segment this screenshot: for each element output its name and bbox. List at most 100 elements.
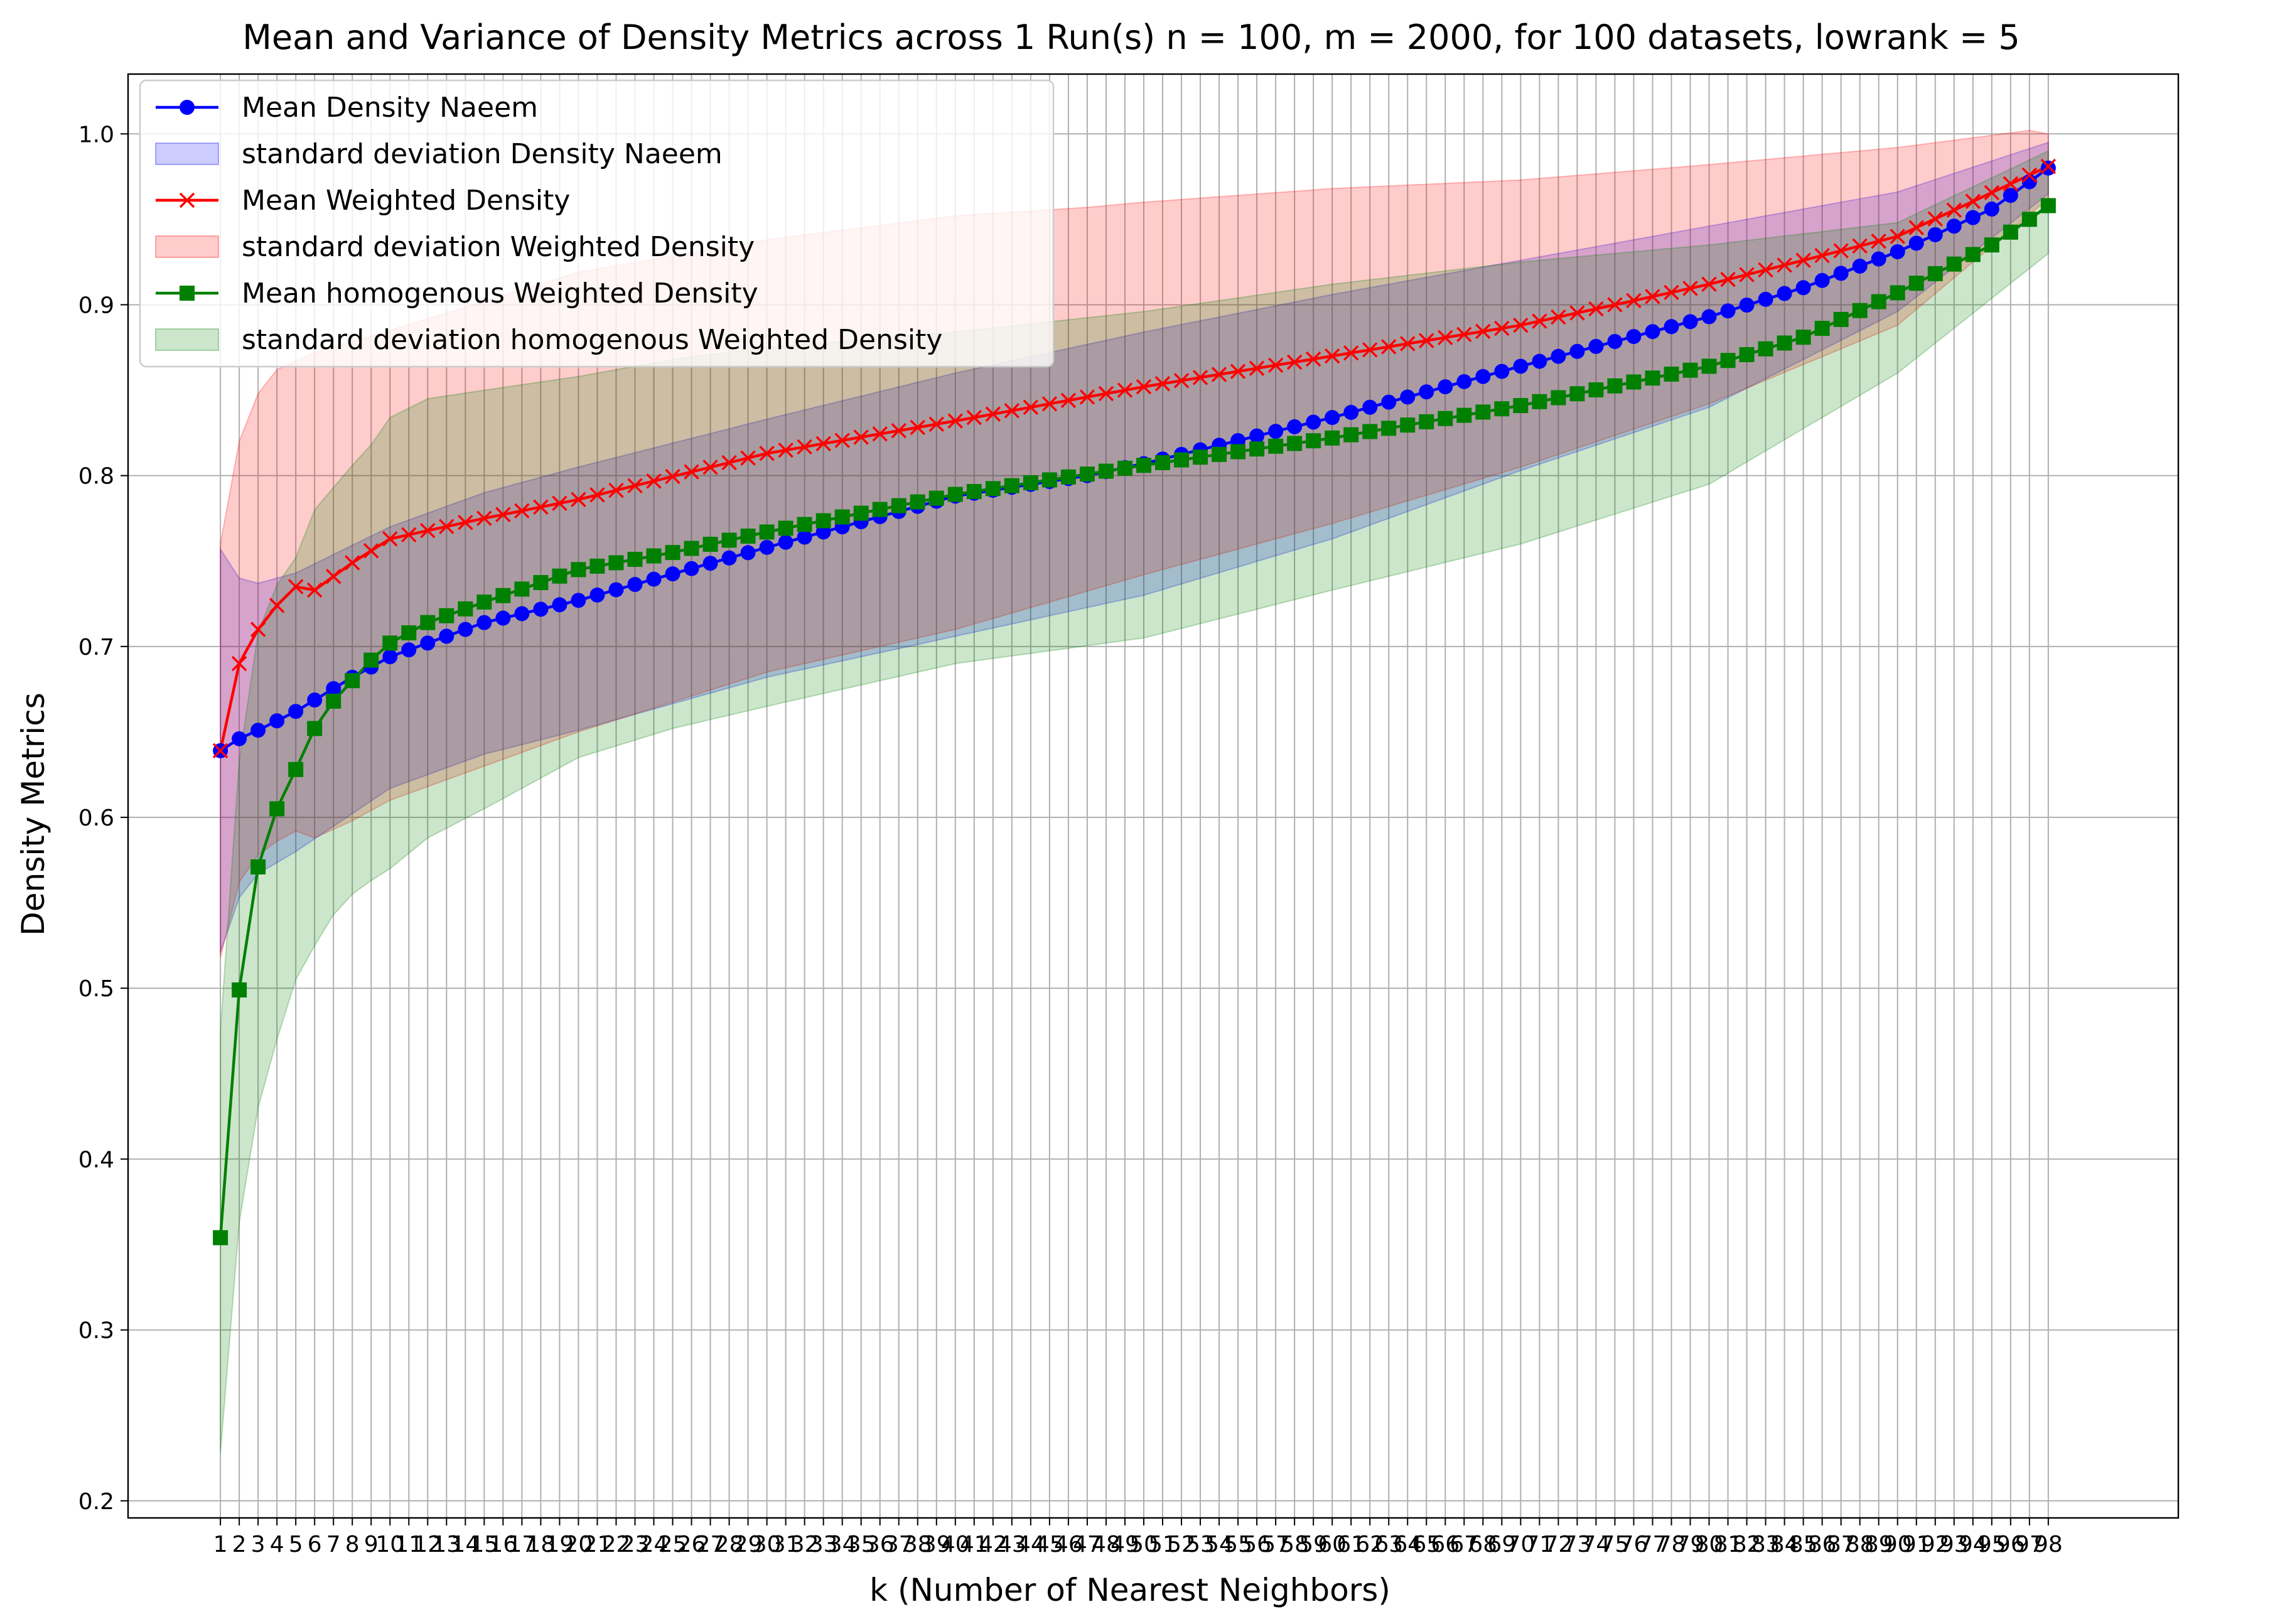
data-point [815,513,831,529]
data-point [1965,247,1981,262]
legend-label: standard deviation Density Naeem [242,138,723,170]
x-tick-label: 71 [1525,1532,1554,1557]
data-point [702,460,718,475]
legend-entry: standard deviation homogenous Weighted D… [155,324,942,356]
x-tick-label: 1 [213,1532,228,1557]
data-point [815,436,831,451]
x-tick-label: 75 [1601,1532,1630,1557]
data-point [1438,379,1453,395]
data-point [1211,367,1227,382]
data-point [306,582,323,598]
x-tick-label: 88 [1846,1532,1874,1557]
data-point [232,731,247,746]
chart-title: Mean and Variance of Density Metrics acr… [242,18,2020,57]
x-tick-label: 35 [847,1532,876,1557]
x-tick-label: 64 [1393,1532,1422,1557]
data-point [1739,298,1755,313]
data-point [1551,348,1566,364]
data-point [1607,333,1623,349]
x-tick-label: 22 [602,1532,631,1557]
data-point [1023,399,1039,416]
data-point [571,492,586,507]
markers [212,158,2057,1245]
y-axis-ticks: 0.2 0.3 0.4 0.5 0.6 0.7 0.8 0.9 1.0 [78,122,128,1515]
data-point [1456,407,1472,423]
data-point [1249,360,1265,376]
x-tick-label: 10 [375,1532,404,1557]
x-tick-label: 44 [1016,1532,1045,1557]
x-tick-label: 27 [696,1532,725,1557]
data-point [702,556,718,571]
data-point [1041,472,1057,488]
data-point [985,481,1001,497]
data-point [1758,291,1773,307]
data-point [740,529,756,544]
data-point [1607,378,1623,394]
data-point [627,478,643,493]
data-point [684,464,699,480]
legend-label: Mean Density Naeem [242,92,538,124]
data-point [1060,469,1076,485]
data-point [1701,309,1717,325]
data-point [608,582,624,598]
legend-label: Mean Weighted Density [242,185,570,217]
data-point [250,621,266,637]
data-point [891,498,906,514]
x-tick-label: 12 [413,1532,442,1557]
data-point [947,487,963,502]
data-point [797,439,812,455]
legend-label: Mean homogenous Weighted Density [242,277,758,309]
x-tick-label: 33 [809,1532,838,1557]
data-point [589,487,605,503]
y-tick-label: 0.8 [78,464,114,490]
data-point [1626,329,1642,345]
x-tick-label: 82 [1733,1532,1761,1557]
data-point [1833,266,1849,281]
data-point [2003,224,2018,240]
data-point [1381,421,1397,436]
data-point [1664,366,1679,382]
data-point [966,483,982,499]
data-point [1814,247,1830,264]
x-tick-label: 48 [1092,1532,1121,1557]
x-tick-label: 55 [1224,1532,1252,1557]
data-point [1494,363,1510,379]
y-tick-label: 0.4 [78,1147,114,1173]
data-point [2021,167,2038,183]
data-point [1419,384,1434,400]
data-point [2021,212,2037,227]
data-point [1908,235,1924,251]
data-point [947,413,964,429]
legend-swatch [155,235,219,258]
data-point [1645,289,1660,304]
data-point [721,550,737,566]
x-tick-label: 26 [677,1532,706,1557]
data-point [1927,227,1943,242]
data-point [1456,374,1472,389]
data-point [1286,354,1303,370]
data-point [439,608,454,623]
data-point [1268,438,1284,454]
x-tick-label: 3 [251,1532,266,1557]
x-tick-label: 6 [308,1532,322,1557]
x-tick-label: 39 [922,1532,951,1557]
data-point [1136,379,1152,395]
data-point [1438,330,1453,345]
data-point [1249,441,1265,457]
data-point [966,409,982,426]
x-tick-label: 85 [1789,1532,1818,1557]
data-point [1758,262,1773,278]
data-point [1569,386,1585,402]
data-point [1079,389,1095,405]
x-tick-label: 83 [1751,1532,1780,1557]
data-point [985,406,1001,422]
data-point [1532,313,1547,329]
data-point [778,534,793,550]
data-point [646,548,662,564]
data-point [1456,326,1472,343]
data-point [1682,281,1698,296]
data-point [476,510,492,526]
x-tick-label: 70 [1506,1532,1535,1557]
x-tick-label: 57 [1261,1532,1290,1557]
